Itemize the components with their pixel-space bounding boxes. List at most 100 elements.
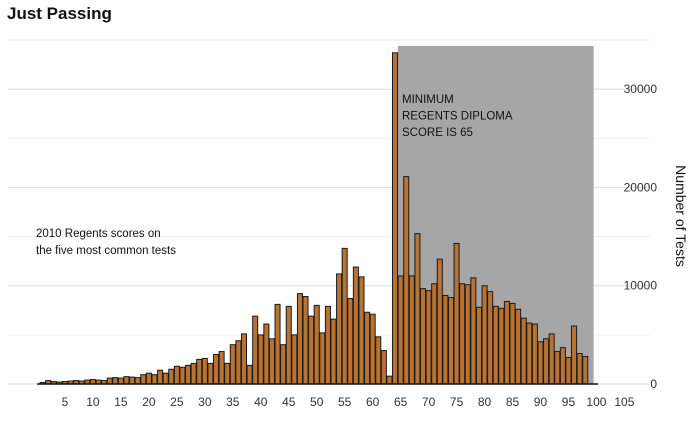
histogram-bar (559, 347, 566, 385)
x-tick-label: 5 (62, 395, 69, 409)
histogram-bar (380, 350, 387, 385)
histogram-bar (531, 323, 538, 385)
histogram-bar (436, 258, 443, 385)
histogram-bar (319, 332, 326, 385)
histogram-bar (123, 376, 130, 385)
histogram-bar (285, 305, 292, 385)
histogram-bar (447, 297, 454, 385)
histogram-bar (352, 266, 359, 385)
histogram-bar (414, 233, 421, 385)
histogram-bar (498, 307, 505, 385)
histogram-bar (475, 306, 482, 385)
histogram-bar (408, 275, 415, 385)
x-tick-labels: 5 10 15 20 25 30 35 40 45 50 55 60 65 70 75 80 85 90 95 100… (62, 395, 635, 409)
histogram-bar (235, 340, 242, 385)
histogram-bar (213, 354, 220, 385)
histogram-bar (196, 358, 203, 385)
histogram-bar (358, 276, 365, 385)
x-tick-label: 105 (614, 395, 634, 409)
histogram-bar (218, 351, 225, 385)
histogram-bar (431, 283, 438, 385)
x-tick-label: 15 (114, 395, 128, 409)
histogram-bar (313, 304, 320, 385)
histogram-bar (509, 302, 516, 385)
chart-title: Just Passing (7, 4, 112, 23)
histogram-bar (526, 322, 533, 385)
histogram-bar (201, 357, 208, 385)
annotation-line: 2010 Regents scores on (36, 228, 161, 240)
y-tick-label: 10000 (624, 279, 658, 293)
x-tick-label: 10 (86, 395, 100, 409)
histogram-bar (151, 374, 158, 385)
minimum-score-annotation: MINIMUM REGENTS DIPLOMA SCORE IS 65 (402, 94, 513, 139)
histogram-bar (302, 296, 309, 385)
annotation-line: SCORE IS 65 (402, 127, 473, 139)
histogram-bar (106, 377, 113, 385)
x-tick-label: 30 (198, 395, 212, 409)
histogram-bar (336, 273, 343, 385)
histogram-bar (291, 334, 298, 385)
annotation-line: MINIMUM (402, 94, 454, 106)
y-axis-label: Number of Tests (673, 165, 689, 267)
histogram-bar (571, 325, 578, 385)
x-tick-label: 45 (282, 395, 296, 409)
histogram-bar (168, 368, 175, 385)
histogram-bar (397, 275, 404, 385)
description-annotation: 2010 Regents scores on the five most comm… (36, 228, 176, 257)
x-tick-label: 95 (562, 395, 576, 409)
y-tick-label: 0 (650, 377, 657, 391)
histogram-bar (145, 372, 152, 385)
histogram-bar (543, 338, 550, 385)
x-tick-label: 90 (534, 395, 548, 409)
y-tick-label: 20000 (624, 180, 658, 194)
histogram-bar (134, 377, 141, 385)
histogram-bar (537, 341, 544, 385)
histogram-bar (419, 288, 427, 385)
histogram-bar (157, 369, 164, 385)
x-tick-label: 80 (478, 395, 492, 409)
x-tick-label: 65 (394, 395, 408, 409)
x-tick-label: 35 (226, 395, 240, 409)
histogram-bar (442, 295, 449, 385)
histogram-bar (565, 356, 572, 385)
histogram-bar (112, 377, 119, 385)
histogram-bar (240, 333, 248, 385)
histogram-bar (492, 305, 499, 385)
histogram-bar (515, 308, 522, 385)
histogram-bar (173, 365, 180, 385)
y-tick-label: 30000 (624, 82, 658, 96)
histogram-bar (117, 377, 124, 385)
histogram-bar (274, 303, 281, 385)
histogram-bar (576, 353, 583, 385)
histogram-bar (520, 317, 527, 385)
x-tick-label: 70 (422, 395, 436, 409)
histogram-bar (453, 242, 460, 385)
histogram-bar (459, 283, 466, 385)
histogram-bar (179, 366, 186, 385)
x-tick-label: 55 (338, 395, 352, 409)
histogram-bar (185, 364, 192, 385)
x-tick-label: 40 (254, 395, 268, 409)
histogram-bar (554, 351, 561, 385)
histogram-bar (369, 313, 376, 385)
histogram-bar (257, 334, 264, 385)
histogram-bar (364, 311, 371, 385)
histogram-bar (386, 375, 393, 385)
histogram-bar (464, 284, 471, 385)
histogram-bar (470, 277, 477, 385)
histogram-bar (224, 362, 231, 385)
histogram-bar (140, 374, 147, 385)
histogram-bar (308, 315, 315, 385)
x-tick-label: 50 (310, 395, 324, 409)
histogram-bar (341, 247, 348, 385)
histogram-bar (330, 318, 337, 385)
x-tick-label: 20 (142, 395, 156, 409)
histogram-bar (582, 355, 589, 385)
histogram-bar (425, 290, 432, 385)
annotation-line: the five most common tests (36, 245, 176, 257)
histogram-bar (263, 323, 270, 385)
histogram-bar (324, 305, 331, 385)
histogram-bar (129, 376, 136, 385)
histogram-bar (487, 291, 494, 385)
histogram-bar (246, 364, 253, 385)
